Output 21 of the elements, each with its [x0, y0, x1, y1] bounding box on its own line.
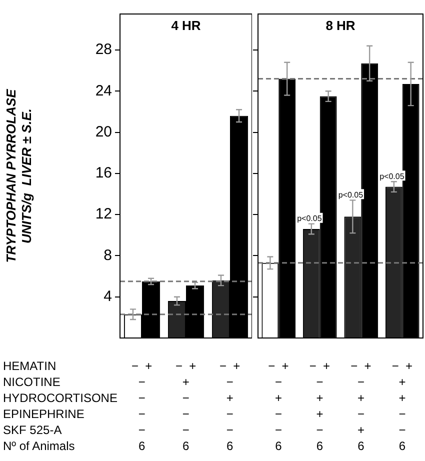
text: − + − + + − 6 [309, 358, 330, 454]
text: − + + − − − 6 [176, 358, 196, 454]
data-label: p<0.05 [380, 172, 405, 181]
text: − + − + − − 6 [268, 358, 289, 454]
y-tick-label: 16 [95, 164, 112, 182]
y-tick-label: 24 [95, 82, 112, 100]
chart-title: 4 HR [171, 18, 202, 34]
y-tick-label: 20 [95, 123, 112, 140]
text: − + − − − − 6 [132, 358, 152, 454]
y-tick-label: 8 [104, 246, 112, 264]
x-axis-title: HEMATIN NICOTINE HYDROCORTISONE EPINEPHRINE SKF 525-A Nº of Animals [3, 358, 118, 454]
y-tick-label: 4 [104, 288, 112, 305]
y-tick-label: 12 [95, 206, 112, 223]
text: − + + + − − 6 [392, 358, 413, 454]
chart-title: 8 HR [326, 18, 356, 34]
data-label: p<0.05 [297, 214, 322, 224]
y-tick-label: 28 [95, 41, 112, 58]
y-axis-title: TRYPTOPHAN PYRROLASE UNITS/g LIVER ± S.E. [3, 88, 34, 263]
data-label: p<0.05 [338, 190, 364, 200]
text: − + − + − − 6 [220, 358, 240, 454]
text: − + − + − + 6 [350, 358, 372, 454]
